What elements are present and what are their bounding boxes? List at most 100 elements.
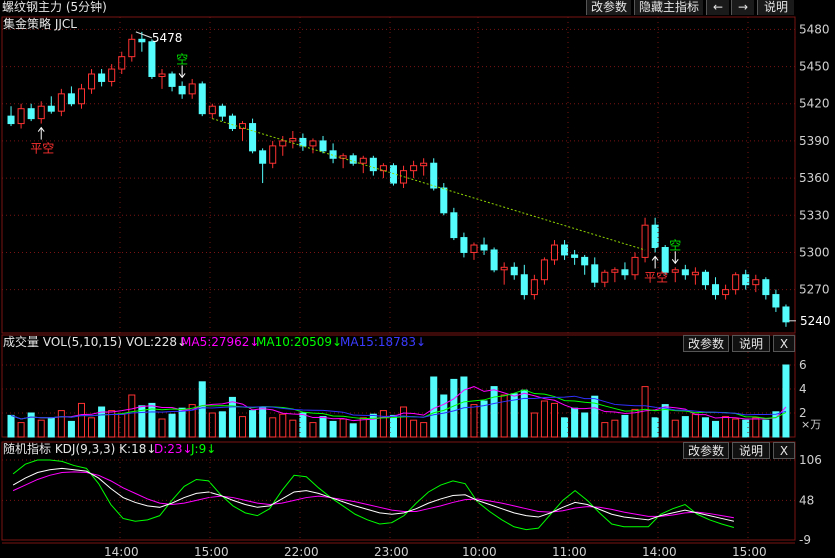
- volume-bar: [148, 402, 156, 438]
- window-title: 螺纹钢主力 (5分钟): [2, 0, 107, 14]
- candle-body: [601, 271, 609, 283]
- kdj-params-button[interactable]: 改参数: [683, 442, 729, 459]
- volume-bar: [782, 364, 790, 438]
- candle-body: [108, 68, 116, 82]
- vol-ma5-label: MA5:27962↓: [181, 335, 260, 349]
- volume-bar: [17, 422, 25, 438]
- candle-body: [520, 274, 528, 296]
- volume-bar: [128, 394, 136, 438]
- x-tick-label: 10:00: [462, 545, 497, 558]
- help-button[interactable]: 说明: [757, 0, 794, 15]
- arrow-right-icon[interactable]: →: [731, 0, 754, 15]
- signal-label-short: 空: [176, 52, 188, 66]
- volume-bar: [500, 394, 508, 438]
- candle-body: [329, 150, 337, 159]
- volume-bar: [309, 422, 317, 438]
- volume-title: 成交量 VOL(5,10,15) VOL:228↓: [3, 335, 188, 349]
- candle-body: [279, 140, 287, 147]
- price-tick-label: 5450: [799, 60, 830, 74]
- candle-body: [118, 56, 126, 70]
- candle-body: [611, 269, 619, 273]
- volume-unit-label: ×万: [801, 418, 821, 431]
- candle-body: [198, 83, 206, 115]
- panel-frame-0: [1, 16, 796, 334]
- vol-ma10-label: MA10:20509↓: [256, 335, 343, 349]
- volume-bar: [470, 404, 478, 438]
- candle-body: [530, 279, 538, 296]
- vol-help-button[interactable]: 说明: [732, 335, 770, 352]
- volume-bar: [67, 420, 75, 438]
- candle-body: [309, 140, 317, 147]
- candle-body: [319, 140, 327, 152]
- candle-body: [208, 105, 216, 115]
- candle-body: [591, 264, 599, 283]
- high-pointer: [135, 31, 153, 39]
- vol-close-icon[interactable]: X: [773, 335, 795, 352]
- volume-bar: [520, 389, 528, 438]
- candle-body: [550, 244, 559, 261]
- candle-body: [701, 271, 709, 286]
- panel-frame-1: [1, 334, 796, 438]
- volume-bar: [440, 394, 448, 438]
- candle-body: [510, 266, 518, 276]
- volume-bar: [249, 410, 257, 438]
- volume-bar: [611, 419, 619, 438]
- volume-bar: [47, 417, 55, 438]
- volume-bar: [661, 404, 669, 438]
- hide-main-indicator-button[interactable]: 隐藏主指标: [634, 0, 703, 15]
- candle-body: [621, 269, 629, 276]
- candle-body: [369, 157, 377, 172]
- volume-bar: [400, 406, 408, 438]
- kdj-d-line: [12, 471, 734, 519]
- volume-bar: [389, 414, 397, 438]
- volume-bar: [359, 417, 367, 438]
- volume-bar: [27, 412, 35, 438]
- candle-body: [571, 254, 579, 258]
- volume-bar: [510, 393, 518, 438]
- price-tick-label: 5300: [799, 245, 830, 259]
- signal-label-cover: 平空: [30, 142, 54, 156]
- candle-body: [289, 137, 297, 142]
- signal-arrow-head: [671, 259, 679, 265]
- vol-params-button[interactable]: 改参数: [683, 335, 729, 352]
- price-tick-label: 5420: [799, 97, 830, 111]
- kdj-help-button[interactable]: 说明: [732, 442, 770, 459]
- candle-body: [651, 224, 659, 248]
- vol-ma10-line: [10, 389, 787, 420]
- volume-bar: [198, 381, 206, 438]
- volume-bar: [540, 400, 548, 438]
- volume-bar: [178, 407, 186, 438]
- candle-body: [410, 165, 418, 172]
- params-button[interactable]: 改参数: [586, 0, 631, 15]
- signal-arrow-head: [178, 73, 186, 79]
- candle-body: [259, 150, 267, 164]
- candle-body: [470, 244, 478, 253]
- candle-body: [661, 246, 669, 273]
- x-tick-label: 14:00: [642, 545, 677, 558]
- volume-bar: [460, 376, 468, 438]
- signal-arrow-head: [651, 255, 659, 261]
- volume-bar: [772, 411, 780, 438]
- candle-body: [37, 105, 45, 120]
- volume-bar: [349, 423, 357, 438]
- candle-body: [128, 38, 136, 58]
- vol-ma15-line: [10, 395, 787, 420]
- volume-bar: [98, 406, 106, 438]
- top-bar: 螺纹钢主力 (5分钟) 改参数 隐藏主指标 ← → 说明: [0, 0, 835, 15]
- candle-body: [752, 279, 760, 286]
- volume-bar: [712, 420, 720, 438]
- arrow-left-icon[interactable]: ←: [706, 0, 729, 15]
- candle-body: [349, 155, 357, 164]
- high-label: 5478: [152, 31, 183, 45]
- volume-bar: [591, 395, 599, 438]
- volume-bar: [77, 402, 86, 438]
- volume-bar: [450, 378, 458, 438]
- x-tick-label: 14:00: [104, 545, 139, 558]
- kdj-close-icon[interactable]: X: [773, 442, 795, 459]
- candle-body: [27, 108, 35, 120]
- volume-bar: [138, 405, 146, 438]
- kdj-tick-label: 106: [799, 453, 822, 467]
- volume-bar: [550, 402, 559, 438]
- candle-body: [148, 41, 156, 77]
